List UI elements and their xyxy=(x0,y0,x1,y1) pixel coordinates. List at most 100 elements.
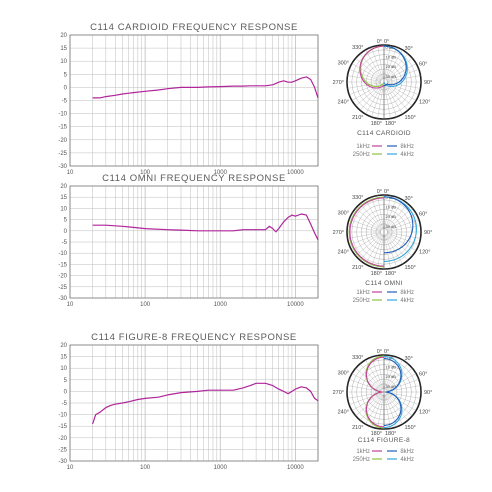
polar-pattern-curve xyxy=(383,196,414,254)
polar-db-label: 30 dB xyxy=(386,74,397,79)
y-tick-labels: 20 15 10 5 0 -5 -10 -15 -20 -25 -30 xyxy=(58,33,67,170)
polar-angle-labels: 0° 30° 60° 90° 120° 150° 180° 210° 240° 270° 300° 3… xyxy=(333,349,433,437)
polar-db-labels: 0 dB 10 dB 20 dB 30 dB xyxy=(386,45,397,79)
polar-db-label: 0 dB xyxy=(386,45,395,50)
horizontal-gridlines xyxy=(70,185,318,299)
y-tick-label: -20 xyxy=(58,436,67,442)
y-tick-label: 15 xyxy=(60,355,67,361)
polar-angle-label: 180° xyxy=(371,271,382,277)
y-tick-label: 15 xyxy=(60,195,67,201)
polar-spoke xyxy=(384,45,391,79)
polar-spoke xyxy=(351,233,382,251)
polar-pattern-curve xyxy=(359,45,385,89)
polar-angle-label: 300° xyxy=(338,371,349,377)
y-tick-label: -15 xyxy=(58,424,67,430)
polar-angle-label: 30° xyxy=(405,196,413,202)
polar-spoke xyxy=(365,49,383,80)
y-tick-label: 20 xyxy=(60,184,67,190)
y-tick-label: -25 xyxy=(58,447,67,453)
polar-spoke xyxy=(360,394,382,421)
x-tick-labels: 10 100 1000 10000 xyxy=(67,302,305,308)
chart-title: C114 FIGURE-8 FREQUENCY RESPONSE xyxy=(91,332,297,343)
polar-angle-label: 300° xyxy=(338,61,349,67)
polar-pattern-curve xyxy=(383,196,417,262)
polar-spoke xyxy=(384,235,397,267)
horizontal-gridlines xyxy=(70,344,318,462)
y-tick-label: -30 xyxy=(58,164,67,170)
response-curve xyxy=(92,76,319,99)
polar-db-label: 20 dB xyxy=(386,374,397,379)
polar-angle-label: 150° xyxy=(405,265,416,271)
polar-spoke xyxy=(387,392,419,405)
polar-spoke xyxy=(384,195,391,229)
polar-angle-label: 210° xyxy=(352,115,363,121)
y-tick-label: 10 xyxy=(60,206,67,212)
polar-angle-label: 180° xyxy=(371,431,382,437)
polar-angle-label: 180° xyxy=(385,271,396,277)
x-tick-label: 10 xyxy=(67,302,74,308)
legend-label: 8kHz xyxy=(400,449,414,455)
polar-angle-label: 0° xyxy=(384,189,389,195)
legend-item: 250Hz xyxy=(353,457,382,463)
legend-label: 250Hz xyxy=(353,152,370,158)
y-tick-label: 5 xyxy=(64,378,68,384)
polar-patterns xyxy=(359,45,408,89)
polar-angle-label: 150° xyxy=(405,425,416,431)
legend-item: 4kHz xyxy=(387,457,414,463)
y-tick-label: -15 xyxy=(58,125,67,131)
horizontal-gridlines xyxy=(70,34,318,167)
polar-spoke xyxy=(371,357,384,389)
polar-spoke xyxy=(386,393,417,411)
polar-angle-label: 90° xyxy=(424,80,432,86)
polar-angle-label: 120° xyxy=(419,250,430,256)
polar-spoke xyxy=(360,363,382,390)
polar-spoke xyxy=(351,373,382,391)
legend-label: 4kHz xyxy=(400,152,414,158)
polar-spoke xyxy=(355,58,382,80)
polar-legend: 1kHz 8kHz 250Hz 4kHz xyxy=(353,449,414,463)
polar-patterns xyxy=(365,355,403,429)
polar-angle-label: 30° xyxy=(405,356,413,362)
polar-db-label: 10 dB xyxy=(386,365,397,370)
y-tick-label: -5 xyxy=(62,240,68,246)
polar-angle-label: 0° xyxy=(377,39,382,45)
polar-angle-label: 0° xyxy=(377,189,382,195)
polar-angle-label: 210° xyxy=(352,425,363,431)
polar-spoke xyxy=(385,234,403,265)
x-tick-label: 10000 xyxy=(287,465,304,471)
polar-angle-label: 270° xyxy=(333,80,344,86)
polar-spoke xyxy=(386,203,408,230)
legend-item: 1kHz xyxy=(356,449,382,455)
plot-frame xyxy=(69,185,319,299)
polar-spoke xyxy=(360,234,382,261)
y-tick-label: 10 xyxy=(60,59,67,65)
y-tick-label: -10 xyxy=(58,251,67,257)
x-tick-label: 100 xyxy=(140,465,151,471)
polar-plot-label: C114 OMNI xyxy=(365,280,402,287)
legend-item: 8kHz xyxy=(387,144,414,150)
polar-spoke xyxy=(349,69,381,82)
polar-db-label: 10 dB xyxy=(386,205,397,210)
polar-angle-labels: 0° 30° 60° 90° 120° 150° 180° 210° 240° 270° 300° 3… xyxy=(333,39,433,127)
polar-angle-label: 270° xyxy=(333,390,344,396)
polar-spoke xyxy=(384,47,397,79)
polar-spoke xyxy=(384,395,391,429)
polar-spoke xyxy=(384,85,397,117)
polar-spoke xyxy=(384,85,391,119)
y-tick-label: 15 xyxy=(60,46,67,52)
polar-spoke xyxy=(365,199,383,230)
polar-db-label: 30 dB xyxy=(386,384,397,389)
polar-spoke xyxy=(384,355,391,389)
legend-item: 8kHz xyxy=(387,290,414,296)
polar-db-label: 10 dB xyxy=(386,55,397,60)
polar-angle-label: 330° xyxy=(352,195,363,201)
polar-spoke xyxy=(347,82,381,89)
frequency-response-chart-2: C114 OMNI FREQUENCY RESPONSE 20 15 10 5 0 -5 -1… xyxy=(58,173,319,308)
polar-angle-label: 300° xyxy=(338,211,349,217)
polar-spoke xyxy=(386,234,408,261)
polar-db-label: 20 dB xyxy=(386,214,397,219)
polar-spoke xyxy=(371,395,384,427)
polar-spoke xyxy=(384,197,397,229)
polar-spoke xyxy=(387,392,421,399)
